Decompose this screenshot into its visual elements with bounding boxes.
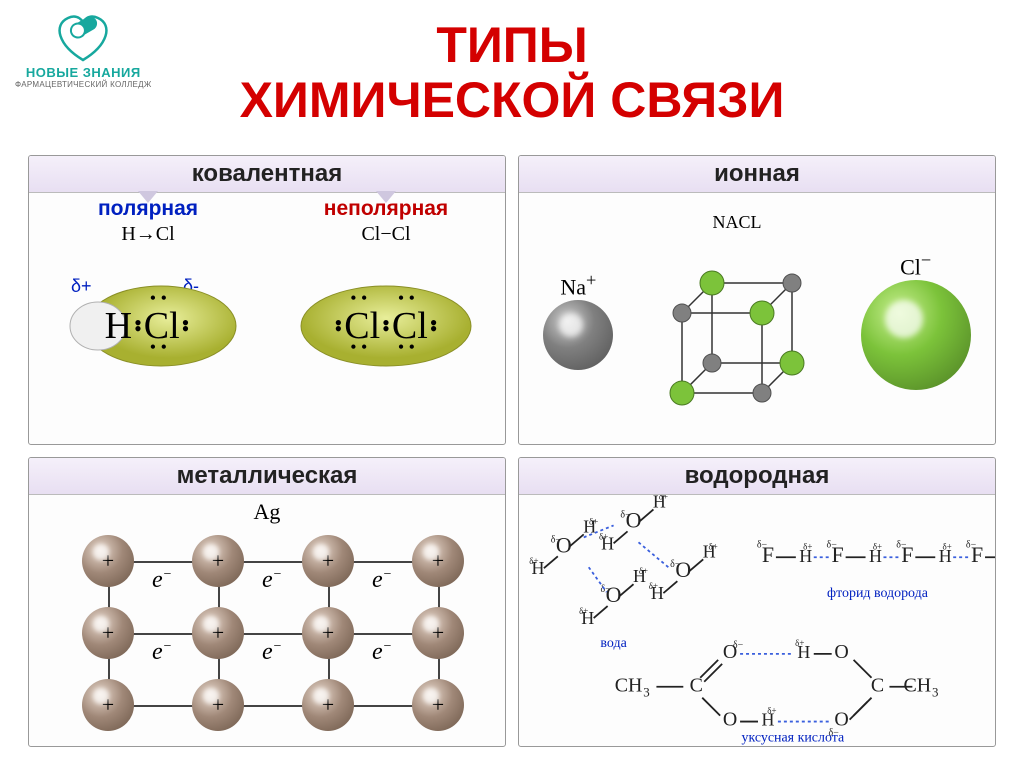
- electron-label: e−: [152, 639, 172, 666]
- metal-ion: +: [302, 607, 354, 659]
- bond-dots-icon: ••: [382, 320, 390, 332]
- metal-ion: +: [412, 607, 464, 659]
- svg-text:δ+: δ+: [659, 495, 668, 502]
- svg-text:вода: вода: [600, 636, 626, 651]
- svg-text:δ−: δ−: [827, 539, 838, 550]
- electron-label: e−: [372, 639, 392, 666]
- covalent-nonpolar: неполярная Cl−Cl ••: [267, 193, 505, 445]
- electron-label: e−: [152, 567, 172, 594]
- svg-text:δ−: δ−: [966, 539, 977, 550]
- covalent-polar: полярная H→Cl δ+ δ-: [29, 193, 267, 445]
- lone-pair-icon: ••: [335, 320, 343, 332]
- metal-ion: +: [82, 535, 134, 587]
- hydrogen-body: Oδ−Hδ+Hδ+Oδ−Hδ+Hδ+Oδ−Hδ+Hδ+Oδ−Hδ+Hδ+вода…: [519, 495, 995, 747]
- svg-text:δ+: δ+: [767, 706, 776, 716]
- hydrogen-svg: Oδ−Hδ+Hδ+Oδ−Hδ+Hδ+Oδ−Hδ+Hδ+Oδ−Hδ+Hδ+вода…: [519, 495, 995, 747]
- nonpolar-atom1: • • Cl • •: [344, 304, 380, 348]
- polar-atom-cl: • • Cl • •: [144, 304, 180, 348]
- metallic-header: металлическая: [29, 458, 505, 495]
- svg-text:δ−: δ−: [551, 534, 562, 545]
- cl-sphere: [861, 280, 971, 390]
- polar-blob: δ+ δ- H ••: [53, 248, 243, 368]
- svg-text:δ−: δ−: [757, 539, 768, 550]
- electron-label: e−: [262, 567, 282, 594]
- svg-text:O: O: [834, 641, 848, 663]
- metal-ion: +: [302, 679, 354, 731]
- polar-lewis: H •• • • Cl • • ••: [105, 304, 192, 348]
- hydrogen-header: водородная: [519, 458, 995, 495]
- metallic-cell: металлическая Ag +e−+e−+e−++e−+e−+e−++++…: [28, 457, 506, 747]
- lone-pair-icon: ••: [182, 320, 190, 332]
- metal-ion: +: [192, 535, 244, 587]
- svg-text:δ−: δ−: [896, 539, 907, 550]
- svg-text:δ+: δ+: [649, 581, 658, 591]
- metal-ion: +: [192, 679, 244, 731]
- svg-text:уксусная кислота: уксусная кислота: [741, 730, 844, 745]
- svg-text:δ−: δ−: [600, 584, 611, 595]
- ionic-header: ионная: [519, 156, 995, 193]
- metal-ion: +: [302, 535, 354, 587]
- nonpolar-blob: •• • • Cl • • •• • • Cl • • ••: [291, 248, 481, 368]
- lone-pair-icon: ••: [430, 320, 438, 332]
- ionic-cell: ионная Na+ NACL Cl−: [518, 155, 996, 445]
- bond-dots-icon: ••: [134, 320, 142, 332]
- svg-text:3: 3: [932, 685, 938, 700]
- nonpolar-formula: Cl−Cl: [361, 223, 410, 246]
- page-title: ТИПЫ ХИМИЧЕСКОЙ СВЯЗИ: [0, 18, 1024, 128]
- metal-ion: +: [412, 535, 464, 587]
- covalent-header: ковалентная: [29, 156, 505, 193]
- polar-arrow-icon: [138, 191, 158, 203]
- svg-text:δ+: δ+: [599, 531, 608, 541]
- metallic-element: Ag: [254, 499, 281, 525]
- metal-ion: +: [412, 679, 464, 731]
- svg-text:δ+: δ+: [589, 516, 598, 526]
- bond-types-grid: ковалентная полярная H→Cl δ+ δ-: [28, 155, 996, 747]
- nonpolar-arrow-icon: [376, 191, 396, 203]
- svg-text:фторид водорода: фторид водорода: [827, 586, 928, 601]
- polar-formula: H→Cl: [121, 223, 174, 246]
- metal-grid: + e− + e− + e− + + e− + e− + e− + + + + +: [57, 525, 477, 735]
- metal-ion: +: [82, 679, 134, 731]
- svg-text:δ−: δ−: [670, 559, 681, 570]
- na-sphere: [543, 300, 613, 370]
- na-ion: Na+: [543, 270, 613, 370]
- svg-text:δ−: δ−: [620, 509, 631, 520]
- nacl-lattice: NACL: [642, 212, 832, 428]
- polar-atom-h: H: [105, 304, 132, 348]
- svg-text:δ+: δ+: [803, 541, 812, 551]
- svg-text:CH: CH: [615, 675, 643, 697]
- cl-ion: Cl−: [861, 250, 971, 390]
- svg-text:3: 3: [643, 685, 649, 700]
- metal-ion: +: [82, 607, 134, 659]
- svg-text:δ+: δ+: [529, 556, 538, 566]
- title-line1: ТИПЫ: [0, 18, 1024, 73]
- svg-text:C: C: [871, 675, 884, 697]
- title-line2: ХИМИЧЕСКОЙ СВЯЗИ: [0, 73, 1024, 128]
- metal-ion: +: [192, 607, 244, 659]
- svg-text:O: O: [723, 709, 737, 731]
- nonpolar-atom2: • • Cl • •: [392, 304, 428, 348]
- electron-label: e−: [262, 639, 282, 666]
- nonpolar-lewis: •• • • Cl • • •• • • Cl • • ••: [333, 304, 440, 348]
- svg-text:δ+: δ+: [639, 566, 648, 576]
- lattice-svg: [642, 233, 832, 423]
- svg-text:δ+: δ+: [873, 541, 882, 551]
- svg-text:δ+: δ+: [709, 541, 718, 551]
- hydrogen-cell: водородная Oδ−Hδ+Hδ+Oδ−Hδ+Hδ+Oδ−Hδ+Hδ+Oδ…: [518, 457, 996, 747]
- electron-label: e−: [372, 567, 392, 594]
- covalent-cell: ковалентная полярная H→Cl δ+ δ-: [28, 155, 506, 445]
- svg-text:CH: CH: [903, 675, 931, 697]
- svg-text:δ+: δ+: [795, 638, 804, 648]
- svg-text:δ+: δ+: [579, 606, 588, 616]
- svg-text:δ−: δ−: [733, 640, 744, 651]
- svg-text:δ+: δ+: [943, 541, 952, 551]
